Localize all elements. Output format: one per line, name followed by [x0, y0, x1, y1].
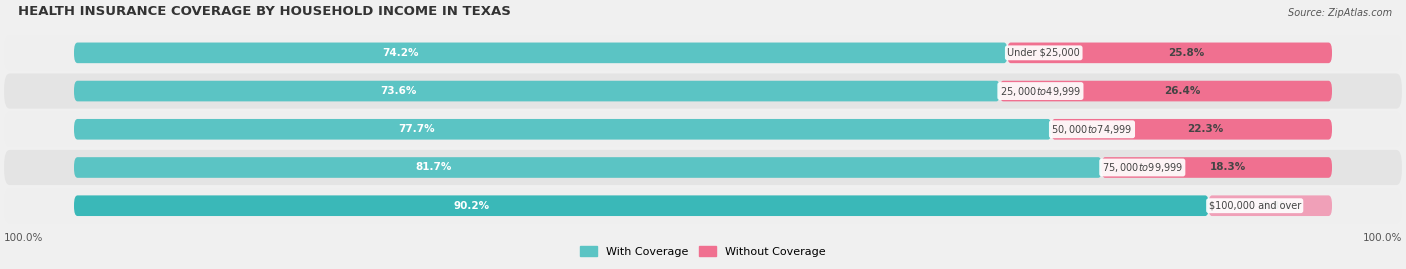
- FancyBboxPatch shape: [1101, 157, 1331, 178]
- Text: 22.3%: 22.3%: [1188, 124, 1223, 134]
- Text: 100.0%: 100.0%: [1362, 233, 1402, 243]
- FancyBboxPatch shape: [1209, 195, 1331, 216]
- FancyBboxPatch shape: [4, 150, 1402, 185]
- FancyBboxPatch shape: [75, 43, 1008, 63]
- Text: 81.7%: 81.7%: [416, 162, 451, 172]
- Legend: With Coverage, Without Coverage: With Coverage, Without Coverage: [576, 242, 830, 261]
- Text: 9.8%: 9.8%: [1263, 201, 1291, 211]
- FancyBboxPatch shape: [75, 195, 1209, 216]
- Text: $50,000 to $74,999: $50,000 to $74,999: [1052, 123, 1133, 136]
- Text: $25,000 to $49,999: $25,000 to $49,999: [1000, 84, 1081, 98]
- FancyBboxPatch shape: [4, 188, 1402, 223]
- Text: 18.3%: 18.3%: [1211, 162, 1246, 172]
- FancyBboxPatch shape: [75, 81, 1000, 101]
- Text: HEALTH INSURANCE COVERAGE BY HOUSEHOLD INCOME IN TEXAS: HEALTH INSURANCE COVERAGE BY HOUSEHOLD I…: [18, 5, 512, 19]
- Text: 90.2%: 90.2%: [453, 201, 489, 211]
- Text: $100,000 and over: $100,000 and over: [1209, 201, 1301, 211]
- FancyBboxPatch shape: [1000, 81, 1331, 101]
- Text: 77.7%: 77.7%: [398, 124, 434, 134]
- Text: 100.0%: 100.0%: [4, 233, 44, 243]
- FancyBboxPatch shape: [4, 35, 1402, 70]
- FancyBboxPatch shape: [1007, 43, 1331, 63]
- Text: Under $25,000: Under $25,000: [1007, 48, 1080, 58]
- Text: $75,000 to $99,999: $75,000 to $99,999: [1102, 161, 1182, 174]
- Text: 26.4%: 26.4%: [1164, 86, 1201, 96]
- FancyBboxPatch shape: [1052, 119, 1331, 140]
- Text: 74.2%: 74.2%: [382, 48, 419, 58]
- FancyBboxPatch shape: [4, 112, 1402, 147]
- FancyBboxPatch shape: [4, 73, 1402, 109]
- Text: 25.8%: 25.8%: [1168, 48, 1204, 58]
- Text: Source: ZipAtlas.com: Source: ZipAtlas.com: [1288, 8, 1392, 18]
- Text: 73.6%: 73.6%: [380, 86, 416, 96]
- FancyBboxPatch shape: [75, 119, 1052, 140]
- FancyBboxPatch shape: [75, 157, 1102, 178]
